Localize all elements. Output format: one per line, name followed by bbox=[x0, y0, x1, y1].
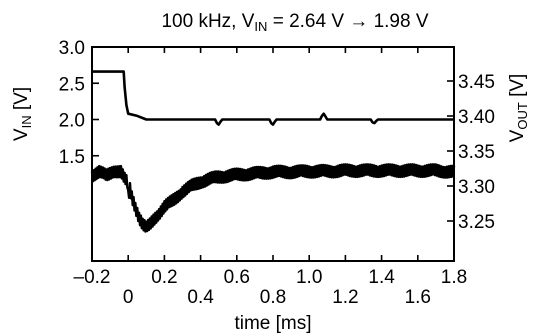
y-axis-left-label-sub: IN bbox=[19, 115, 34, 128]
y-left-tick-label: 2.0 bbox=[59, 111, 85, 132]
tick-marks bbox=[91, 46, 455, 261]
x-tick-label: 1.2 bbox=[332, 287, 358, 308]
x-tick-label: 0.8 bbox=[260, 287, 286, 308]
y-left-tick-label: 1.5 bbox=[59, 147, 85, 168]
x-axis-label: time [ms] bbox=[234, 313, 311, 334]
y-right-tick-label: 3.40 bbox=[458, 107, 495, 128]
y-axis-right-label-main: V bbox=[507, 129, 528, 142]
tick-labels: –0.2 0.2 0.6 1.0 1.4 1.8 0 0.4 0.8 1.2 1.6 1.5 2.0 2.… bbox=[59, 38, 495, 308]
x-tick-label: 0.2 bbox=[151, 267, 177, 288]
x-tick-label: 1.0 bbox=[296, 267, 322, 288]
y-axis-left-label-main: V bbox=[11, 128, 32, 141]
y-right-tick-label: 3.35 bbox=[458, 142, 495, 163]
x-tick-label: –0.2 bbox=[74, 267, 111, 288]
x-tick-label: 1.8 bbox=[441, 267, 467, 288]
x-tick-label: 0 bbox=[123, 287, 134, 308]
y-axis-right-label-sub: OUT bbox=[515, 102, 530, 130]
y-axis-right-label-rest: [V] bbox=[507, 74, 528, 103]
y-axis-left-label-rest: [V] bbox=[11, 87, 32, 116]
series-vin-line bbox=[92, 70, 454, 126]
x-tick-label: 0.6 bbox=[224, 267, 250, 288]
chart-title-sub: IN bbox=[254, 19, 267, 34]
y-axis-right-label: VOUT [V] bbox=[507, 74, 530, 143]
series-vout-line bbox=[90, 163, 456, 233]
x-tick-label: 1.6 bbox=[405, 287, 431, 308]
y-right-tick-label: 3.45 bbox=[458, 72, 495, 93]
chart-title-main: 100 kHz, V bbox=[161, 11, 254, 32]
y-right-tick-label: 3.25 bbox=[458, 212, 495, 233]
y-left-tick-label: 2.5 bbox=[59, 74, 85, 95]
y-right-tick-label: 3.30 bbox=[458, 177, 495, 198]
chart-title: 100 kHz, VIN = 2.64 V → 1.98 V bbox=[161, 11, 428, 34]
x-tick-label: 0.4 bbox=[187, 287, 214, 308]
chart-title-rest: = 2.64 V → 1.98 V bbox=[267, 11, 428, 32]
x-tick-label: 1.4 bbox=[368, 267, 395, 288]
y-axis-left-label: VIN [V] bbox=[11, 87, 34, 141]
y-left-tick-label: 3.0 bbox=[59, 38, 85, 59]
